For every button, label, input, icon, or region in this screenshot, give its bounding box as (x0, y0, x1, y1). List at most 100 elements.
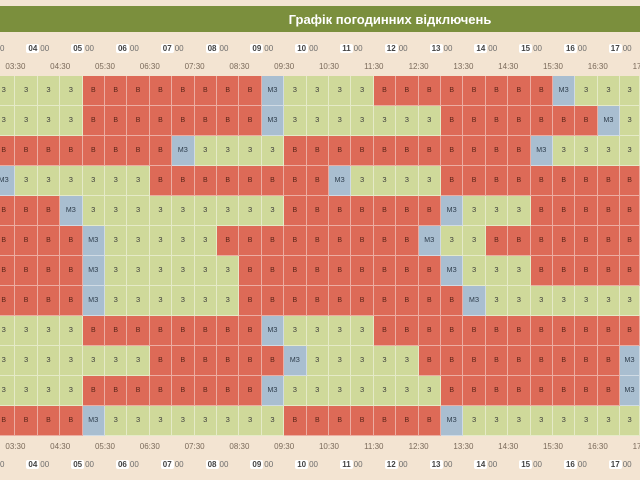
schedule-cell: В (329, 226, 352, 256)
schedule-cell: В (620, 196, 640, 226)
schedule-cell: В (373, 286, 397, 316)
schedule-cell: В (553, 256, 576, 286)
hour-label-minutes: 00 (219, 43, 229, 53)
schedule-cell: В (194, 166, 217, 196)
schedule-cell: В (82, 316, 105, 346)
schedule-cell: З (284, 106, 307, 136)
schedule-cell: В (575, 226, 598, 256)
schedule-cell: В (15, 286, 38, 316)
schedule-cell: З (485, 256, 509, 286)
schedule-cell: З (60, 376, 83, 406)
hour-label: 13 00 (421, 41, 461, 55)
schedule-cell: З (0, 376, 16, 406)
schedule-cell: В (553, 346, 576, 376)
hour-label: 05 00 (63, 41, 103, 55)
schedule-cell: З (351, 346, 374, 376)
hour-label: 06 00 (107, 457, 147, 471)
schedule-cell: В (373, 136, 397, 166)
schedule-cell: З (60, 346, 83, 376)
hour-label-minutes: 00 (309, 43, 318, 53)
schedule-cell: З (463, 196, 486, 226)
schedule-cell: В (396, 286, 419, 316)
hour-label-hour: 06 (115, 459, 129, 469)
hour-label: 05 00 (63, 457, 103, 471)
schedule-cell: В (60, 136, 83, 166)
schedule-cell: В (597, 196, 621, 226)
half-hour-label: 11:30 (364, 61, 384, 71)
schedule-cell: В (351, 196, 374, 226)
schedule-cell: В (15, 226, 38, 256)
schedule-cell: В (441, 166, 464, 196)
schedule-cell: З (15, 76, 38, 106)
hour-label-hour: 09 (250, 43, 264, 53)
schedule-cell: З (217, 196, 240, 226)
schedule-cell: В (0, 286, 16, 316)
half-hour-label: 09:30 (274, 61, 295, 71)
schedule-cell: В (15, 406, 38, 436)
hour-label-hour: 05 (71, 459, 85, 469)
hour-label: 10 00 (287, 41, 327, 55)
schedule-cell: В (620, 166, 640, 196)
schedule-cell: З (127, 346, 150, 376)
schedule-cell: В (441, 76, 464, 106)
half-hour-label: 05:30 (94, 61, 116, 71)
schedule-cell: З (508, 406, 531, 436)
schedule-cell: В (127, 316, 150, 346)
schedule-cell: З (508, 256, 531, 286)
schedule-cell: З (172, 196, 195, 226)
hour-label-hour: 07 (160, 43, 174, 53)
half-hour-label: 14:30 (498, 61, 519, 71)
hour-label-hour: 16 (563, 43, 577, 53)
schedule-cell: В (485, 226, 509, 256)
schedule-cell: З (172, 286, 195, 316)
hour-label-hour: 15 (519, 43, 533, 53)
schedule-cell: МЗ (441, 406, 464, 436)
schedule-cell: В (172, 316, 195, 346)
schedule-cell: З (620, 76, 640, 106)
schedule-cell: З (485, 286, 509, 316)
schedule-cell: В (284, 406, 307, 436)
schedule-cell: З (82, 166, 105, 196)
schedule-cell: З (172, 256, 195, 286)
schedule-cell: В (530, 166, 553, 196)
schedule-cell: В (329, 286, 352, 316)
schedule-cell: МЗ (0, 166, 16, 196)
hour-label-hour: 11 (340, 43, 353, 53)
schedule-cell: З (194, 406, 217, 436)
schedule-cell: В (441, 346, 464, 376)
schedule-cell: З (553, 286, 576, 316)
half-hour-label: 17:30 (632, 441, 640, 451)
schedule-cell: В (329, 256, 352, 286)
schedule-cell: З (105, 166, 128, 196)
bottom-hour-axis: 0300040005000600070008000900100011001200… (0, 454, 640, 474)
schedule-cell: МЗ (553, 76, 576, 106)
schedule-cell: З (508, 286, 531, 316)
half-hour-label: 12:30 (408, 61, 429, 71)
schedule-cell: З (396, 346, 419, 376)
schedule-cell: З (441, 226, 464, 256)
schedule-cell: З (105, 286, 128, 316)
schedule-cell: МЗ (172, 136, 195, 166)
hour-label-hour: 06 (115, 43, 129, 53)
hour-label-minutes: 00 (129, 459, 139, 469)
schedule-cell: З (172, 406, 195, 436)
hour-label-minutes: 00 (533, 459, 542, 469)
schedule-cell: З (597, 286, 621, 316)
schedule-cell: В (60, 406, 83, 436)
schedule-cell: МЗ (82, 226, 105, 256)
schedule-cell: В (597, 346, 621, 376)
schedule-cell: В (351, 136, 374, 166)
schedule-cell: З (530, 286, 553, 316)
schedule-cell: З (149, 226, 173, 256)
schedule-cell: В (149, 376, 173, 406)
half-hour-label: 14:30 (498, 441, 519, 451)
schedule-cell: З (37, 316, 61, 346)
schedule-cell: В (306, 286, 329, 316)
half-hour-label: 16:30 (587, 441, 608, 451)
hour-label-hour: 05 (71, 43, 85, 53)
hour-label-minutes: 00 (85, 43, 94, 53)
schedule-cell: В (172, 106, 195, 136)
hour-label-minutes: 00 (398, 43, 408, 53)
schedule-cell: З (0, 316, 16, 346)
hour-label-minutes: 00 (309, 459, 318, 469)
